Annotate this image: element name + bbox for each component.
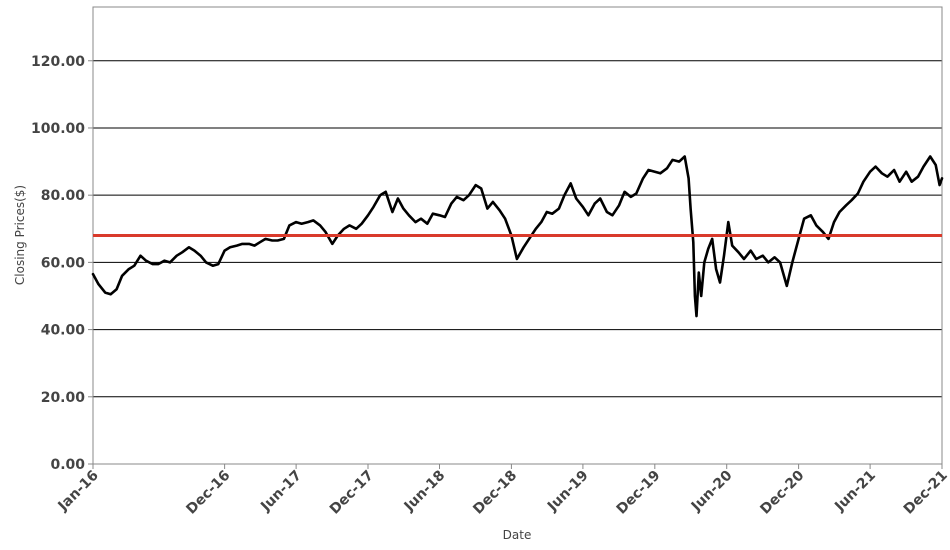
y-axis-tick-labels: 0.00 20.00 40.00 60.00 80.00 100.00 120.00 — [31, 54, 93, 473]
y-tick-label: 60.00 — [41, 255, 86, 271]
x-tick-label: Dec-17 — [327, 468, 377, 518]
y-tick-label: 100.00 — [31, 121, 85, 137]
price-line — [91, 155, 944, 318]
x-axis-tick-labels: Jan-16 Dec-16 Jun-17 Dec-17 Jun-18 Dec-18 Jun-… — [55, 464, 950, 518]
x-tick-label: Jun-18 — [401, 468, 449, 516]
x-tick-label: Jun-17 — [257, 468, 305, 516]
x-tick-label: Jun-19 — [544, 468, 592, 516]
y-tick-label: 20.00 — [41, 390, 86, 406]
x-tick-label: Dec-16 — [183, 468, 233, 518]
x-tick-label: Dec-20 — [757, 467, 807, 517]
y-tick-label: 40.00 — [41, 323, 86, 339]
x-tick-label: Jun-21 — [831, 468, 879, 516]
x-axis-title: Date — [503, 528, 532, 542]
x-tick-label: Jan-16 — [55, 468, 102, 515]
y-tick-label: 0.00 — [50, 457, 85, 473]
x-tick-label: Dec-21 — [901, 468, 950, 518]
y-tick-label: 80.00 — [41, 188, 86, 204]
y-tick-label: 120.00 — [31, 54, 85, 70]
x-tick-label: Dec-18 — [470, 468, 520, 518]
price-series — [91, 155, 944, 318]
y-axis-title: Closing Prices($) — [13, 185, 27, 285]
x-tick-label: Jun-20 — [688, 467, 736, 515]
grid-lines — [93, 60, 942, 465]
x-tick-label: Dec-19 — [614, 468, 664, 518]
